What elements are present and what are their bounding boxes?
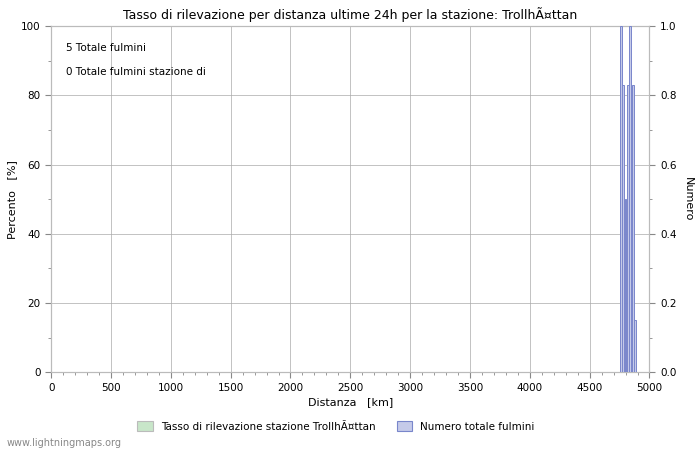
Text: www.lightningmaps.org: www.lightningmaps.org <box>7 438 122 448</box>
Legend: Tasso di rilevazione stazione TrollhÃ¤ttan, Numero totale fulmini: Tasso di rilevazione stazione TrollhÃ¤tt… <box>133 417 539 436</box>
Text: 5 Totale fulmini: 5 Totale fulmini <box>66 43 146 53</box>
Y-axis label: Percento   [%]: Percento [%] <box>7 160 17 238</box>
Bar <box>627 85 629 373</box>
X-axis label: Distanza   [km]: Distanza [km] <box>308 397 393 407</box>
Bar <box>632 85 634 373</box>
Bar <box>624 199 626 373</box>
Bar <box>622 85 624 373</box>
Bar <box>620 26 622 373</box>
Text: 0 Totale fulmini stazione di: 0 Totale fulmini stazione di <box>66 68 206 77</box>
Title: Tasso di rilevazione per distanza ultime 24h per la stazione: TrollhÃ¤ttan: Tasso di rilevazione per distanza ultime… <box>123 7 578 22</box>
Bar <box>634 320 636 373</box>
Bar <box>629 26 631 373</box>
Y-axis label: Numero: Numero <box>683 177 693 221</box>
